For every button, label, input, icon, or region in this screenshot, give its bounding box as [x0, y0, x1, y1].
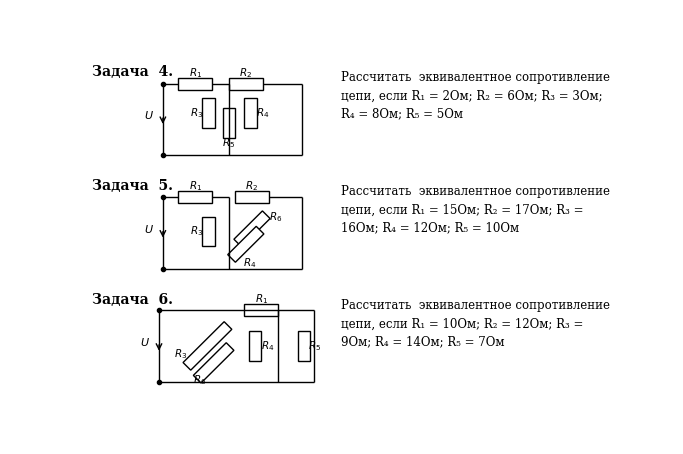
Text: $R_4$: $R_4$ — [256, 106, 270, 120]
Bar — [227, 226, 264, 262]
Bar — [193, 343, 234, 383]
Text: $R_1$: $R_1$ — [255, 292, 268, 306]
Bar — [223, 109, 235, 138]
Bar — [178, 78, 212, 90]
Text: $R_5$: $R_5$ — [308, 339, 321, 353]
Bar — [202, 99, 214, 128]
Text: $U$: $U$ — [143, 109, 154, 121]
Text: $R_3$: $R_3$ — [190, 224, 203, 238]
Text: $R_4$: $R_4$ — [243, 257, 256, 271]
Bar — [245, 99, 257, 128]
Text: Задача  5.: Задача 5. — [92, 179, 173, 193]
Bar — [245, 304, 279, 316]
Bar — [249, 331, 262, 360]
Text: $U$: $U$ — [140, 336, 150, 348]
Bar — [202, 217, 214, 246]
Text: Задача  6.: Задача 6. — [92, 293, 173, 307]
Text: $R_3$: $R_3$ — [190, 106, 203, 120]
Bar — [298, 331, 310, 360]
Text: $R_3$: $R_3$ — [173, 347, 187, 360]
Text: $R_1$: $R_1$ — [189, 179, 202, 193]
Text: Рассчитать  эквивалентное сопротивление
цепи, если R₁ = 2Ом; R₂ = 6Ом; R₃ = 3Ом;: Рассчитать эквивалентное сопротивление ц… — [341, 71, 610, 120]
Text: $R_6$: $R_6$ — [193, 373, 206, 387]
Text: $R_2$: $R_2$ — [239, 66, 252, 80]
Text: $R_6$: $R_6$ — [268, 211, 282, 224]
Text: Рассчитать  эквивалентное сопротивление
цепи, если R₁ = 10Ом; R₂ = 12Ом; R₃ =
9О: Рассчитать эквивалентное сопротивление ц… — [341, 299, 610, 348]
Text: Задача  4.: Задача 4. — [92, 65, 173, 79]
Text: Рассчитать  эквивалентное сопротивление
цепи, если R₁ = 15Ом; R₂ = 17Ом; R₃ =
16: Рассчитать эквивалентное сопротивление ц… — [341, 185, 610, 234]
Bar — [229, 78, 263, 90]
Bar — [235, 191, 269, 203]
Text: $R_2$: $R_2$ — [245, 179, 259, 193]
Bar — [234, 211, 270, 247]
Text: $R_1$: $R_1$ — [189, 66, 202, 80]
Text: $R_4$: $R_4$ — [261, 339, 274, 353]
Bar — [178, 191, 212, 203]
Text: $R_5$: $R_5$ — [222, 136, 236, 150]
Bar — [183, 322, 232, 370]
Text: $U$: $U$ — [143, 223, 154, 235]
